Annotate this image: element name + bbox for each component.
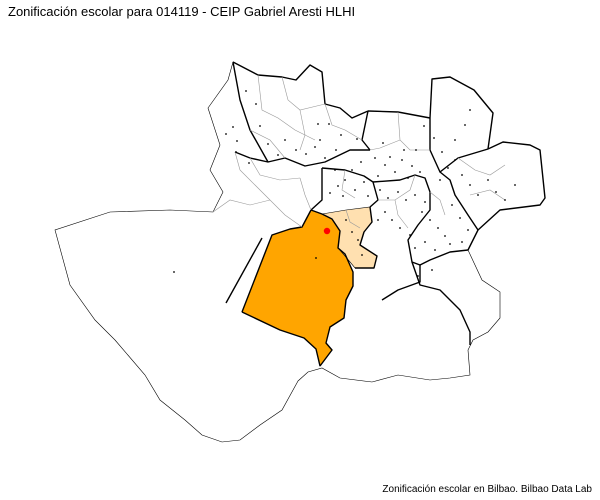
map-caption: Zonificación escolar en Bilbao. Bilbao D… — [382, 484, 592, 495]
map-title: Zonificación escolar para 014119 - CEIP … — [8, 4, 356, 19]
school-dots — [173, 90, 516, 277]
red-dot-icon — [323, 227, 331, 235]
minor-boundaries — [212, 74, 506, 229]
